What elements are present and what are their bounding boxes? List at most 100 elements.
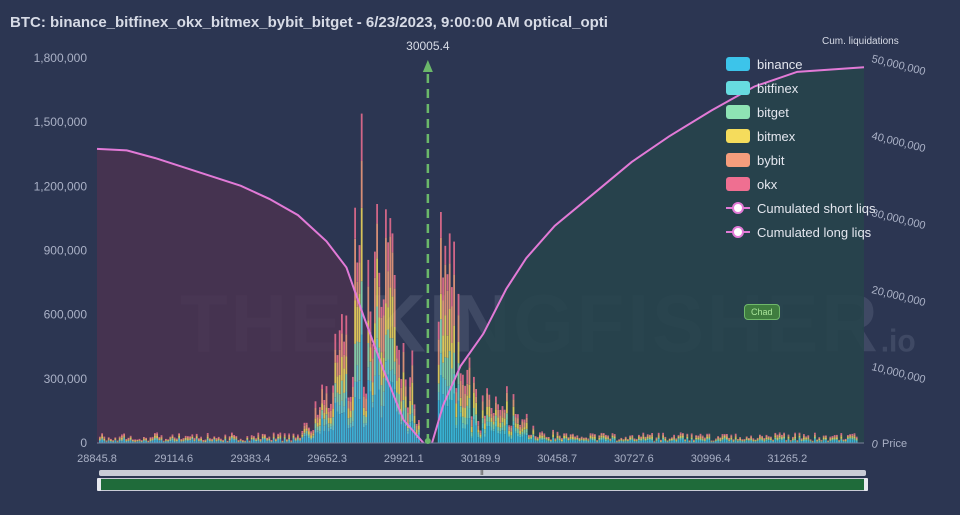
bar-segment-bitfinex (697, 440, 700, 441)
bar-segment-bybit (459, 380, 462, 398)
bar-segment-bitget (814, 437, 816, 439)
bar-segment-bybit (580, 437, 583, 439)
bar-segment-bitmex (264, 436, 266, 438)
bar-segment-bitget (481, 418, 484, 424)
bar-segment-okx (400, 379, 403, 388)
bar-segment-bitget (101, 438, 103, 440)
bar-segment-binance (444, 400, 447, 443)
bar-segment-bybit (807, 436, 810, 439)
zoom-slider-range[interactable] (99, 478, 866, 491)
bar-segment-bitfinex (591, 440, 594, 441)
bar-segment-binance (591, 440, 594, 443)
bar-segment-okx (655, 437, 658, 439)
bar-segment-binance (145, 441, 147, 443)
bar-segment-okx (200, 436, 202, 438)
bar-segment-bitget (411, 405, 414, 414)
legend-item-okx[interactable]: okx (726, 172, 876, 196)
bar-segment-bybit (638, 435, 640, 438)
bar-segment-bybit (598, 435, 601, 438)
bar-segment-bitmex (646, 436, 649, 439)
legend-item-bitmex[interactable]: bitmex (726, 124, 876, 148)
bar-segment-binance (277, 440, 279, 443)
bar-segment-okx (640, 436, 642, 438)
bar-segment-binance (250, 440, 253, 443)
bar-segment-bybit (635, 439, 638, 441)
bar-segment-okx (149, 437, 152, 439)
bar-segment-bitget (182, 440, 185, 442)
bar-segment-okx (475, 389, 477, 397)
bar-segment-bitmex (825, 437, 827, 440)
bar-segment-bitget (499, 427, 502, 432)
bar-segment-bitget (176, 440, 178, 442)
bar-segment-bitmex (303, 428, 306, 433)
bar-segment-bybit (323, 404, 326, 413)
bar-segment-bitfinex (332, 425, 334, 431)
bar-segment-bybit (836, 436, 838, 438)
bar-segment-bybit (506, 392, 508, 401)
bar-segment-bitmex (565, 436, 568, 439)
bar-segment-binance (675, 441, 678, 443)
bar-segment-bybit (209, 438, 211, 440)
bar-segment-bitget (519, 433, 521, 436)
bar-segment-bitmex (512, 406, 515, 416)
bar-segment-bitget (347, 418, 350, 425)
bar-segment-binance (367, 380, 370, 443)
zoom-slider-grip[interactable]: III (480, 470, 484, 477)
bar-segment-okx (268, 436, 271, 438)
bar-segment-bybit (528, 435, 530, 438)
bar-segment-binance (132, 441, 134, 443)
bar-segment-bitget (310, 437, 312, 440)
bar-segment-bitget (530, 437, 532, 440)
bar-segment-bybit (818, 438, 821, 439)
bar-segment-binance (792, 441, 794, 443)
bar-segment-bybit (479, 432, 482, 435)
bar-segment-bitmex (490, 417, 493, 422)
bar-segment-bitfinex (572, 439, 574, 441)
chad-badge[interactable]: Chad (744, 304, 780, 320)
bar-segment-bitmex (345, 356, 348, 374)
bar-segment-bybit (657, 434, 660, 437)
bar-segment-bitfinex (341, 400, 343, 414)
bar-segment-bitmex (222, 440, 224, 442)
bar-segment-bitget (739, 440, 741, 441)
zoom-slider-track[interactable] (99, 470, 866, 476)
legend-item-cumulated-long-liqs[interactable]: Cumulated long liqs (726, 220, 876, 244)
legend-item-bybit[interactable]: bybit (726, 148, 876, 172)
bar-segment-bitmex (569, 437, 572, 439)
bar-segment-okx (847, 435, 849, 436)
bar-segment-binance (470, 437, 473, 443)
bar-segment-bitmex (402, 372, 405, 401)
zoom-slider-right-handle[interactable] (864, 478, 868, 491)
bar-segment-bitfinex (413, 427, 416, 431)
bar-segment-bybit (844, 439, 847, 441)
bar-segment-okx (189, 436, 191, 438)
zoom-slider-left-handle[interactable] (97, 478, 101, 491)
legend-item-bitget[interactable]: bitget (726, 100, 876, 124)
bar-segment-bybit (719, 437, 722, 440)
legend-item-bitfinex[interactable]: bitfinex (726, 76, 876, 100)
bar-segment-bitget (534, 439, 537, 441)
bar-segment-bitfinex (400, 421, 403, 425)
bar-segment-bitget (356, 341, 359, 366)
bar-segment-binance (462, 428, 464, 443)
bar-segment-bitmex (510, 431, 513, 436)
bar-segment-binance (842, 441, 845, 443)
bar-segment-bybit (761, 436, 763, 438)
bar-segment-binance (838, 441, 840, 443)
legend-item-binance[interactable]: binance (726, 52, 876, 76)
bar-segment-bitfinex (363, 423, 365, 428)
bar-segment-okx (503, 409, 506, 413)
bar-segment-bybit (690, 434, 693, 438)
bar-segment-bitfinex (803, 440, 805, 442)
bar-segment-bitfinex (123, 438, 125, 440)
bar-segment-bybit (805, 437, 807, 439)
legend-item-cumulated-short-liqs[interactable]: Cumulated short liqs (726, 196, 876, 220)
bar-segment-bitget (173, 440, 176, 442)
bar-segment-bitmex (365, 410, 367, 417)
bar-segment-bitmex (477, 429, 480, 433)
bar-segment-binance (686, 439, 689, 443)
bar-segment-bitfinex (325, 420, 328, 425)
bar-segment-bitfinex (374, 375, 376, 395)
bar-segment-binance (121, 441, 123, 443)
bar-segment-bitfinex (495, 421, 497, 427)
